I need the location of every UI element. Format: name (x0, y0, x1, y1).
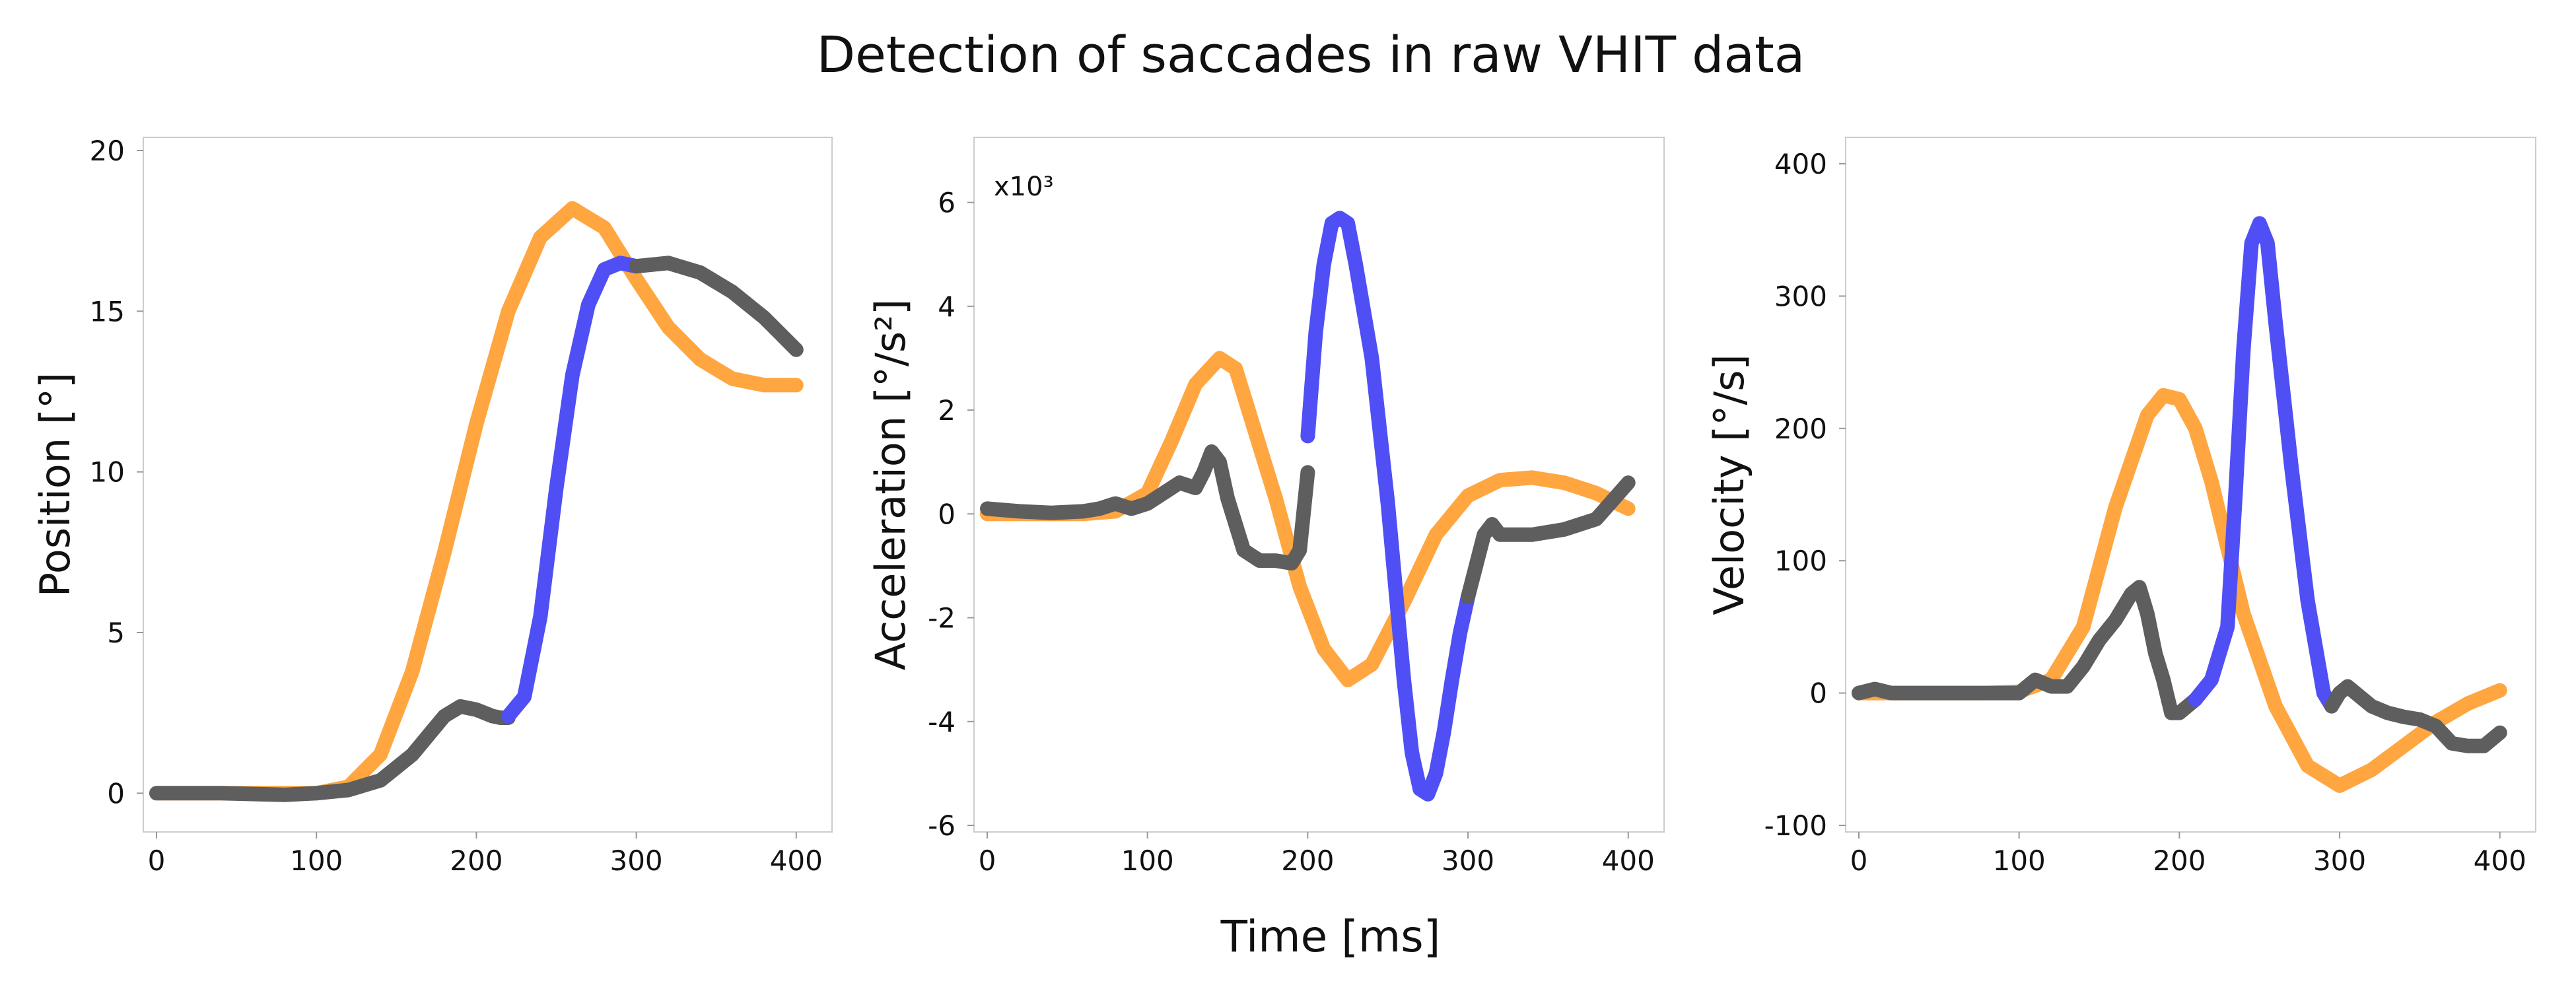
x-tick-label: 300 (1442, 844, 1494, 877)
y-tick-label: 400 (1774, 148, 1827, 180)
x-tick-label: 200 (2153, 844, 2206, 877)
y-tick-label: 10 (90, 456, 125, 489)
y-tick-label: 300 (1774, 280, 1827, 312)
chart-panel-3: 0 100 200 300 400 -100 0 100 200 300 400 Velocity [… (1705, 137, 2536, 877)
x-tick-label: 0 (1850, 844, 1868, 877)
y-tick-label: -6 (928, 810, 956, 842)
x-tick-label: 0 (979, 844, 996, 877)
x-tick-label: 200 (450, 844, 503, 877)
series-line-eye (1859, 587, 2196, 712)
y-axis-label: Position [°] (31, 372, 79, 598)
series-line-saccade (2196, 223, 2332, 706)
y-tick-label: 0 (1809, 677, 1827, 710)
x-tick-label: 0 (148, 844, 166, 877)
x-tick-label: 400 (770, 844, 823, 877)
y-axis-label: Acceleration [°/s²] (866, 299, 915, 670)
series-line-eye (157, 706, 508, 795)
x-tick-label: 100 (290, 844, 343, 877)
y-axis-label: Velocity [°/s] (1705, 354, 1753, 615)
x-tick-label: 300 (2313, 844, 2366, 877)
x-tick-label: 100 (1121, 844, 1174, 877)
x-tick-label: 400 (1602, 844, 1655, 877)
chart-panel-1: 0 100 200 300 400 0 5 10 15 20 Position [°] (31, 135, 832, 877)
y-tick-label: 0 (938, 498, 956, 530)
y-tick-label: 0 (107, 777, 125, 810)
figure-canvas: 0 100 200 300 40005101520Position [°]0 100 200… (0, 0, 2576, 999)
x-tick-label: 200 (1281, 844, 1334, 877)
y-tick-label: -2 (928, 602, 956, 635)
y-tick-label: 6 (938, 187, 956, 219)
x-tick-label: 300 (609, 844, 662, 877)
series-line-head (1859, 396, 2500, 786)
y-tick-label: 5 (107, 617, 125, 649)
y-tick-label: -100 (1764, 810, 1827, 842)
y-tick-label: 200 (1774, 413, 1827, 445)
series-line-saccade (508, 263, 637, 716)
chart-panel-2: 0 100 200 300 400 -6 -4 -2 0 2 4 6 Acceleration [°/s… (866, 137, 1664, 877)
shared-x-axis-label: Time [ms] (0, 911, 2576, 962)
y-tick-label: 20 (90, 135, 125, 167)
series-line-saccade (1307, 218, 1468, 794)
x-tick-label: 100 (1993, 844, 2046, 877)
y-tick-label: 4 (938, 291, 956, 323)
plot-frame (143, 137, 832, 832)
y-tick-label: -4 (928, 706, 956, 738)
y-tick-label: 100 (1774, 545, 1827, 577)
x-tick-label: 400 (2474, 844, 2526, 877)
series-line-eye-post (1468, 483, 1628, 597)
y-axis-exponent: x10³ (994, 172, 1054, 202)
y-tick-label: 2 (938, 394, 956, 427)
y-tick-label: 15 (90, 295, 125, 327)
